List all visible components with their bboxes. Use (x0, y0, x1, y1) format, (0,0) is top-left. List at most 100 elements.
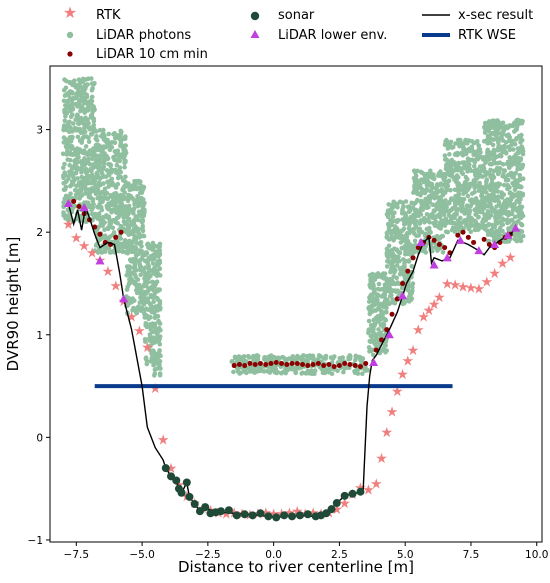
lidar-photon-point (136, 178, 141, 184)
lidar-photon-point (511, 147, 516, 152)
rtk-point: ★ (433, 290, 446, 306)
lidar-photon-point (275, 355, 281, 361)
lidar-photon-point (134, 310, 140, 316)
lidar-photon-point (132, 201, 137, 206)
lidar-photon-point (89, 173, 94, 178)
lidar-photon-point (484, 180, 489, 185)
lidar-photon-point (100, 189, 105, 195)
lidar-photon-point (135, 217, 141, 223)
lidar-photon-point (487, 171, 492, 176)
sonar-point (356, 487, 365, 496)
sonar-point (348, 489, 357, 498)
lidar-photon-point (385, 259, 390, 264)
lidar-photon-point (152, 292, 157, 298)
lidar-photon-point (450, 220, 455, 226)
lidar-photon-point (475, 139, 480, 144)
lidar-photon-point (389, 222, 394, 228)
legend-marker-lidar-lower-env (250, 30, 260, 38)
lidar-photon-point (479, 189, 485, 194)
lidar-photon-point (70, 112, 75, 117)
lidar-photon-point (67, 170, 72, 175)
lidar-photon-point (109, 208, 114, 213)
lidar-photon-point (68, 125, 73, 130)
plot-area: ★★★★★★★★★★★★★ ★★ ★★ ★ ★★★★★★★★★★★★★★★★★★★★★★… (60, 76, 526, 523)
lidar-photon-point (360, 371, 365, 377)
lidar-photon-point (101, 133, 106, 139)
lidar-photon-point (515, 161, 520, 166)
lidar-photon-point (311, 355, 316, 360)
rtk-point: ★ (496, 256, 509, 272)
lidar-photon-point (491, 192, 496, 198)
lidar-photon-point (89, 76, 94, 81)
lidar-photon-point (520, 162, 526, 168)
lidar-photon-point (109, 202, 115, 208)
lidar-photon-point (143, 356, 149, 362)
lidar-photon-point (427, 193, 433, 199)
lidar-photon-point (411, 226, 417, 232)
lidar-photon-point (483, 190, 489, 195)
lidar-photon-point (416, 233, 422, 238)
lidar-photon-point (338, 358, 344, 364)
lidar-lower-env-point (429, 260, 439, 269)
rtk-point: ★ (441, 276, 454, 292)
lidar-photon-point (366, 305, 371, 311)
lidar-photon-point (109, 182, 115, 188)
lidar-photon-point (83, 84, 88, 90)
lidar-photon-point (489, 161, 495, 167)
lidar-photon-point (424, 186, 430, 192)
lidar-photon-point (110, 218, 116, 223)
lidar-photon-point (87, 148, 93, 153)
lidar-photon-point (102, 220, 107, 225)
lidar-photon-point (465, 193, 471, 199)
lidar-lower-env-point (119, 294, 129, 303)
lidar-photon-point (79, 149, 85, 155)
lidar-photon-point (133, 275, 139, 280)
sonar-point (190, 500, 199, 509)
sonar-point (185, 492, 194, 501)
lidar-photon-point (126, 218, 131, 223)
sonar-point (177, 488, 186, 497)
lidar-photon-point (270, 356, 275, 361)
lidar-photon-point (73, 85, 79, 90)
lidar-photon-point (484, 156, 490, 162)
plot-frame (49, 65, 543, 543)
lidar-photon-point (153, 243, 158, 249)
lidar-photon-point (379, 312, 385, 317)
lidar-photon-point (483, 160, 488, 165)
lidar-photon-point (412, 248, 418, 253)
lidar-photon-point (372, 321, 377, 327)
lidar-photon-point (381, 322, 387, 328)
lidar-photon-point (435, 200, 441, 206)
lidar-photon-point (131, 210, 136, 216)
lidar-photon-point (101, 215, 107, 220)
lidar-photon-point (295, 353, 300, 359)
rtk-point: ★ (370, 477, 383, 493)
sonar-point (172, 476, 181, 485)
lidar-photon-point (79, 104, 85, 109)
lidar-photon-point (491, 156, 497, 162)
lidar-photon-point (151, 299, 156, 305)
lidar-photon-point (151, 340, 156, 345)
lidar-10cm-min-point (76, 204, 82, 210)
lidar-photon-point (150, 351, 156, 356)
lidar-photon-point (116, 198, 121, 204)
lidar-10cm-min-point (118, 229, 124, 235)
lidar-photon-point (393, 255, 399, 261)
rtk-point: ★ (62, 217, 75, 233)
lidar-photon-point (157, 348, 162, 353)
lidar-photon-point (144, 274, 150, 279)
lidar-photon-point (436, 225, 442, 230)
lidar-photon-point (366, 327, 372, 333)
rtk-point: ★ (449, 278, 462, 294)
lidar-photon-point (477, 171, 482, 176)
lidar-photon-point (132, 260, 137, 266)
lidar-photon-point (133, 253, 139, 258)
lidar-photon-point (90, 156, 95, 162)
lidar-10cm-min-point (331, 364, 337, 370)
lidar-photon-point (494, 182, 500, 188)
lidar-photon-point (417, 221, 423, 226)
lidar-photon-point (131, 249, 136, 255)
rtk-point: ★ (386, 405, 399, 421)
lidar-photon-point (432, 192, 438, 197)
lidar-photon-point (125, 284, 130, 290)
